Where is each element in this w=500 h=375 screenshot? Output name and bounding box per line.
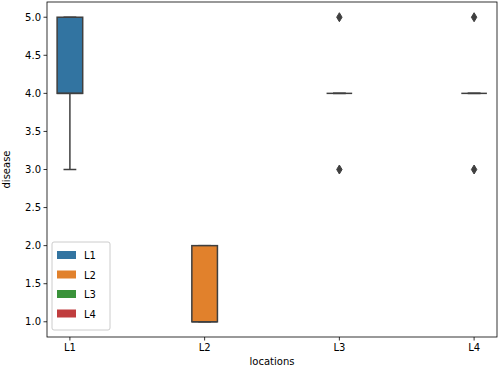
legend-label: L4 <box>84 309 96 320</box>
y-tick-label: 5.0 <box>25 12 41 23</box>
whisker <box>69 93 71 169</box>
legend <box>52 242 110 330</box>
y-tick <box>44 283 48 284</box>
y-axis-label: disease <box>1 151 12 189</box>
y-tick <box>44 93 48 94</box>
box <box>57 17 83 93</box>
x-tick <box>474 337 475 341</box>
y-tick-label: 3.0 <box>25 164 41 175</box>
x-tick-label: L4 <box>468 342 480 353</box>
box <box>327 93 353 95</box>
plot-area <box>57 13 487 322</box>
legend-label: L3 <box>84 289 96 300</box>
y-tick-label: 2.0 <box>25 240 41 251</box>
y-tick <box>44 321 48 322</box>
y-tick-label: 1.0 <box>25 316 41 327</box>
y-tick <box>44 169 48 170</box>
x-tick <box>69 337 70 341</box>
x-tick-label: L3 <box>333 342 345 353</box>
box-group <box>461 13 487 174</box>
whisker-cap <box>64 169 77 171</box>
median <box>192 321 218 323</box>
legend-label: L1 <box>84 250 96 261</box>
y-tick-label: 1.5 <box>25 278 41 289</box>
box <box>192 246 218 322</box>
box-group <box>327 13 353 174</box>
y-tick-label: 3.5 <box>25 126 41 137</box>
x-tick-label: L1 <box>64 342 76 353</box>
outlier <box>337 13 342 22</box>
box <box>461 93 487 95</box>
x-tick-label: L2 <box>199 342 211 353</box>
outlier <box>337 165 342 174</box>
legend-swatch <box>57 251 76 259</box>
median <box>327 93 353 95</box>
x-tick <box>339 337 340 341</box>
y-tick <box>44 17 48 18</box>
legend-swatch <box>57 310 76 318</box>
y-tick <box>44 55 48 56</box>
y-tick <box>44 245 48 246</box>
x-tick <box>204 337 205 341</box>
y-tick <box>44 131 48 132</box>
y-tick-label: 4.5 <box>25 50 41 61</box>
median <box>57 93 83 95</box>
y-tick <box>44 207 48 208</box>
y-tick-label: 4.0 <box>25 88 41 99</box>
box-group <box>57 17 83 169</box>
outlier <box>471 165 476 174</box>
x-axis-label: locations <box>250 356 295 367</box>
legend-swatch <box>57 290 76 298</box>
box-group <box>192 246 218 322</box>
median <box>461 93 487 95</box>
y-tick-label: 2.5 <box>25 202 41 213</box>
legend-swatch <box>57 271 76 279</box>
outlier <box>471 13 476 22</box>
chart: 1.0 1.5 2.0 2.5 3.0 3.5 4.0 4.5 5.0 L1 L2 L3 L4 locat… <box>0 0 500 375</box>
legend-label: L2 <box>84 270 96 281</box>
plot-frame <box>47 2 497 337</box>
